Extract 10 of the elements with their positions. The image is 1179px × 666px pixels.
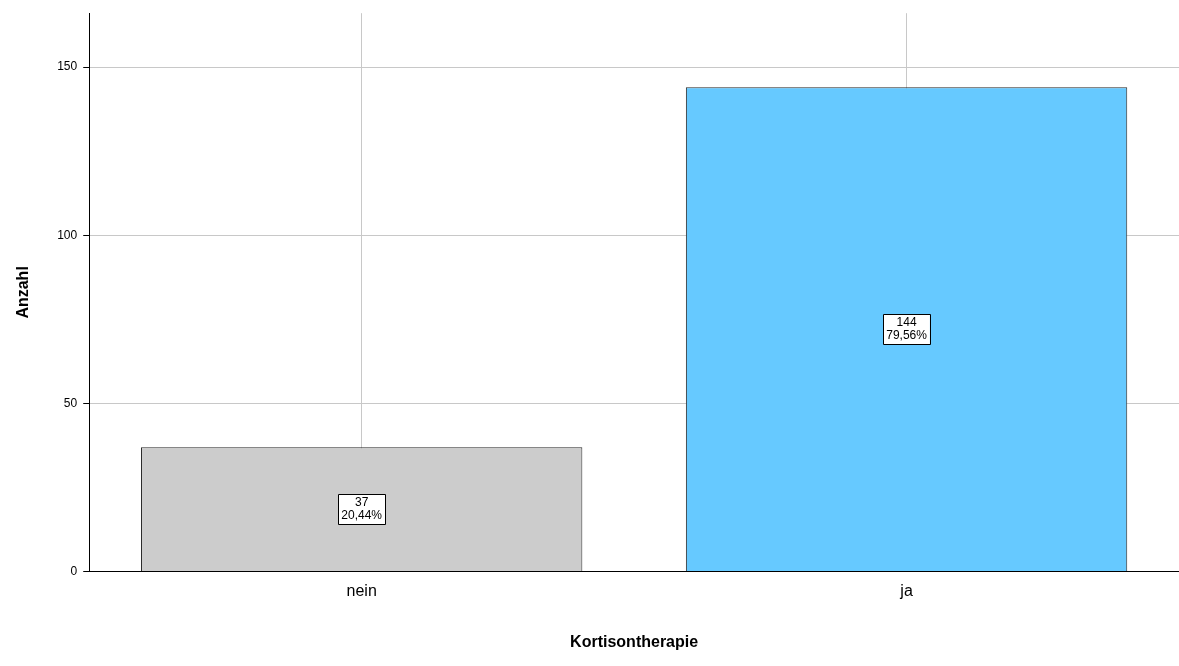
y-tick-label: 100 <box>57 227 78 242</box>
y-axis-title: Anzahl <box>14 266 32 319</box>
x-tick-label: nein <box>346 581 377 599</box>
data-label: 144 79,56% <box>886 314 928 342</box>
y-tick-label: 0 <box>70 563 78 578</box>
y-tick-label: 50 <box>63 395 78 410</box>
x-tick-label: ja <box>899 581 913 599</box>
x-axis-title: Kortisontherapie <box>570 632 699 650</box>
y-tick-label: 150 <box>57 59 78 74</box>
data-label: 37 20,44% <box>341 494 383 522</box>
